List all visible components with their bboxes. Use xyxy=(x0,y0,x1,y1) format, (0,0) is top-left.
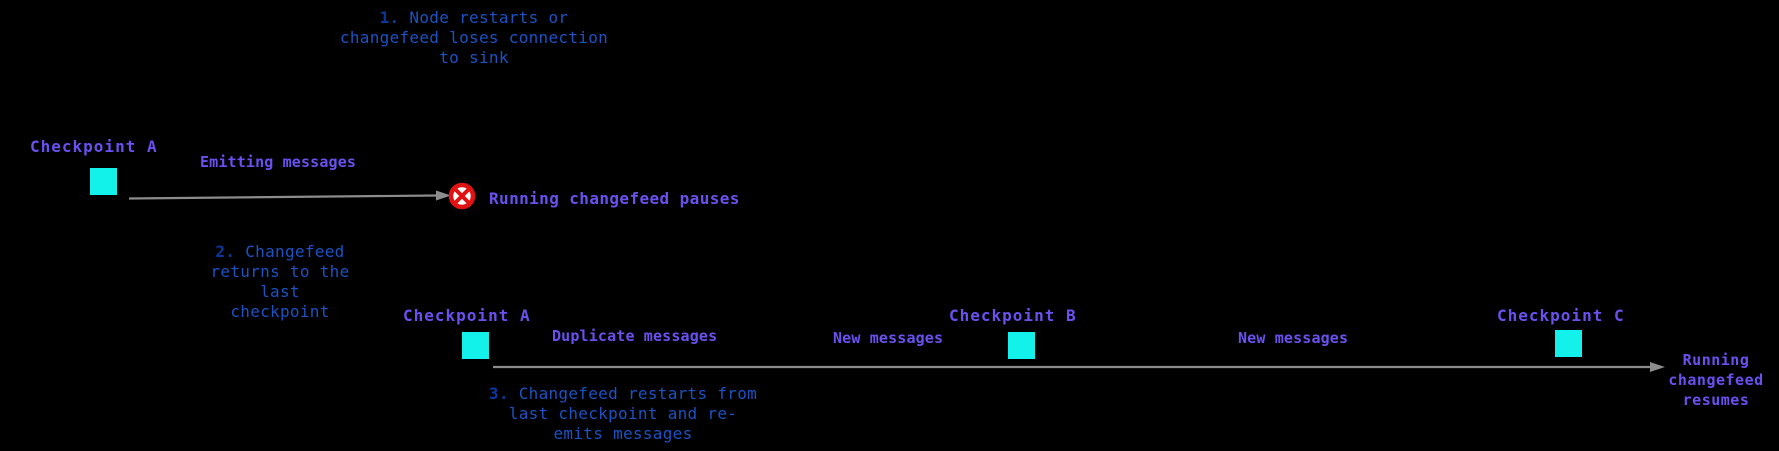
checkpoint-c-label: Checkpoint C xyxy=(1497,306,1625,325)
timeline-arrow xyxy=(493,362,1665,372)
step2-number: 2. xyxy=(215,242,236,261)
step2-line1: 2. Changefeed xyxy=(215,242,345,261)
step1-line1: 1. Node restarts or xyxy=(379,8,569,27)
checkpoint-a-marker-row2 xyxy=(462,332,489,359)
running-changefeed-pauses-label: Running changefeed pauses xyxy=(489,189,740,208)
checkpoint-b-marker xyxy=(1008,332,1035,359)
running-changefeed-resumes-label: Running changefeed resumes xyxy=(1668,351,1764,409)
checkpoint-a-marker-row1 xyxy=(90,168,117,195)
checkpoint-a-label-row2: Checkpoint A xyxy=(403,306,531,325)
step2-rest: returns to the last checkpoint xyxy=(210,262,350,321)
checkpoint-b-label: Checkpoint B xyxy=(949,306,1077,325)
new-messages-label-2: New messages xyxy=(1238,329,1349,347)
step1-rest: changefeed loses connection to sink xyxy=(339,28,609,67)
step3-annotation: 3. Changefeed restarts from last checkpo… xyxy=(483,384,763,444)
step2-annotation: 2. Changefeed returns to the last checkp… xyxy=(170,242,390,322)
duplicate-messages-label: Duplicate messages xyxy=(552,327,718,345)
checkpoint-a-label-row1: Checkpoint A xyxy=(30,137,158,156)
step3-rest: last checkpoint and re- emits messages xyxy=(508,404,738,443)
step3-number: 3. xyxy=(488,384,509,403)
step3-line1: 3. Changefeed restarts from xyxy=(488,384,758,403)
step1-annotation: 1. Node restarts or changefeed loses con… xyxy=(324,8,624,68)
new-messages-label-1: New messages xyxy=(833,329,944,347)
emit-arrow xyxy=(128,190,451,201)
stop-x-icon xyxy=(448,182,476,210)
step1-number: 1. xyxy=(379,8,400,27)
emitting-messages-label: Emitting messages xyxy=(200,153,357,171)
checkpoint-c-marker xyxy=(1555,330,1582,357)
